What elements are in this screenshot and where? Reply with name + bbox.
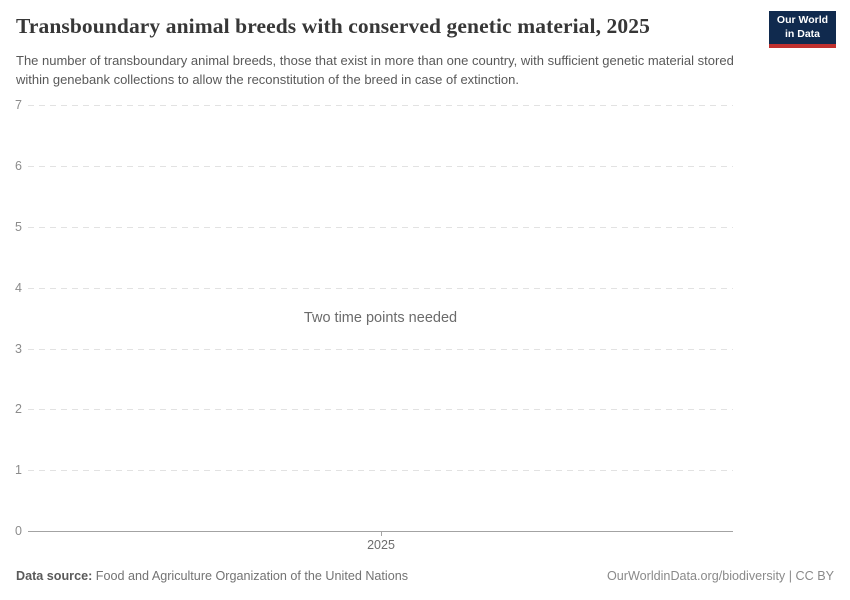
- x-axis-tick-mark: [381, 531, 382, 536]
- y-axis-tick-label: 7: [15, 98, 22, 112]
- gridline: [28, 287, 733, 289]
- gridline: [28, 469, 733, 471]
- gridline: [28, 165, 733, 167]
- owid-logo-line2: in Data: [784, 27, 820, 40]
- chart-subtitle: The number of transboundary animal breed…: [16, 53, 734, 88]
- x-axis-tick-label: 2025: [367, 538, 395, 552]
- owid-logo[interactable]: Our World in Data: [769, 11, 836, 48]
- y-axis-tick-label: 5: [15, 220, 22, 234]
- y-axis-tick-label: 6: [15, 159, 22, 173]
- owid-logo-line1: Our World: [776, 13, 829, 26]
- y-axis-tick-label: 0: [15, 524, 22, 538]
- x-axis-line: [28, 530, 733, 532]
- chart-footer: Data source: Food and Agriculture Organi…: [16, 569, 834, 583]
- y-axis-tick-label: 1: [15, 463, 22, 477]
- gridline: [28, 104, 733, 106]
- y-axis-tick-label: 4: [15, 281, 22, 295]
- gridline: [28, 226, 733, 228]
- page-title: Transboundary animal breeds with conserv…: [16, 14, 650, 38]
- data-source: Data source: Food and Agriculture Organi…: [16, 569, 408, 583]
- no-data-note: Two time points needed: [303, 310, 458, 326]
- y-axis-tick-label: 2: [15, 402, 22, 416]
- gridline: [28, 348, 733, 350]
- data-source-label: Data source:: [16, 569, 93, 583]
- data-source-value: Food and Agriculture Organization of the…: [95, 569, 409, 583]
- attribution-link[interactable]: OurWorldinData.org/biodiversity | CC BY: [606, 569, 834, 583]
- y-axis-tick-label: 3: [15, 342, 22, 356]
- gridline: [28, 408, 733, 410]
